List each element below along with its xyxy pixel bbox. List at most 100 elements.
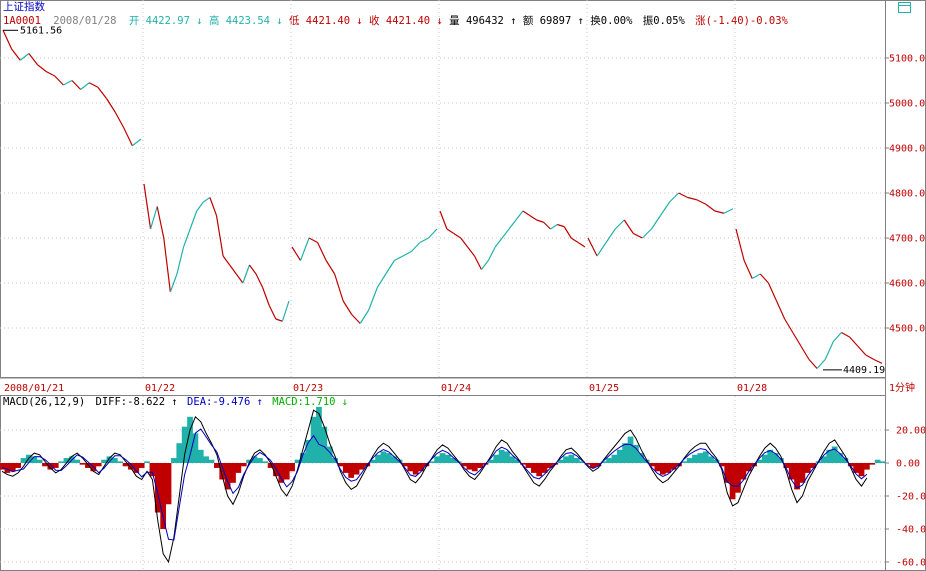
- macd-tick-label: -40.00: [896, 525, 926, 536]
- macd-bar: [36, 459, 43, 463]
- price-segment: [368, 287, 378, 311]
- price-segment: [446, 228, 455, 235]
- macd-label: MACD:1.710: [272, 396, 335, 408]
- price-segment: [824, 341, 834, 360]
- price-segment: [37, 64, 47, 72]
- price-segment: [54, 75, 64, 86]
- price-segment: [751, 273, 761, 280]
- macd-bar: [767, 449, 774, 463]
- macd-bar: [359, 463, 365, 470]
- high-annotation-label: 5161.56: [20, 25, 62, 36]
- price-segment: [522, 210, 531, 217]
- macd-bar: [0, 463, 5, 470]
- low-annotation-label: 4409.19: [843, 365, 885, 376]
- macd-bar: [267, 463, 274, 468]
- price-segment: [841, 331, 850, 338]
- price-segment: [202, 197, 211, 203]
- macd-bar: [864, 463, 870, 470]
- macd-bar: [697, 453, 704, 463]
- macd-bar: [821, 456, 827, 463]
- close-label: 收: [369, 14, 380, 27]
- low-label: 低: [289, 14, 300, 27]
- macd-bar: [590, 463, 596, 468]
- dea-line: [1, 428, 868, 541]
- macd-bar: [606, 458, 612, 463]
- macd-bar: [783, 463, 790, 468]
- price-segment: [308, 237, 318, 244]
- macd-bar: [128, 463, 134, 470]
- macd-bar: [407, 463, 414, 472]
- high-annotation: 5161.56: [3, 25, 62, 36]
- macd-bar: [299, 453, 306, 463]
- macd-bar: [385, 453, 392, 463]
- macd-bar: [348, 463, 355, 478]
- low-value: 4421.40: [306, 15, 350, 27]
- price-segment: [467, 246, 475, 257]
- macd-bar: [321, 426, 328, 463]
- price-segment: [849, 336, 859, 347]
- macd-bar: [256, 458, 263, 463]
- macd-bar: [686, 458, 693, 463]
- period-label[interactable]: 1分钟: [889, 381, 915, 394]
- volume-value: 496432: [466, 15, 504, 27]
- dea-arrow: ↑: [257, 396, 263, 408]
- price-segment: [262, 287, 270, 306]
- macd-bar: [332, 458, 338, 463]
- maximize-icon[interactable]: [898, 2, 911, 13]
- price-segment: [28, 53, 38, 66]
- price-segment: [97, 86, 107, 99]
- macd-bar: [525, 463, 532, 468]
- price-segment: [45, 70, 56, 77]
- macd-bar: [342, 463, 349, 473]
- macd-bar: [278, 463, 285, 483]
- price-segment: [678, 192, 688, 199]
- price-y-axis: 4500.0 4600.0 4700.0 4800.0 4900.0 5000.0 5100…: [885, 54, 925, 335]
- macd-bar: [224, 463, 231, 490]
- price-segment: [235, 273, 244, 284]
- price-segment: [88, 82, 99, 88]
- macd-tick-label: -20.00: [896, 492, 926, 503]
- macd-bar: [418, 463, 424, 472]
- price-segment: [743, 260, 753, 279]
- macd-bar: [445, 454, 451, 463]
- x-date-label: 01/22: [145, 383, 175, 394]
- volume-label: 量: [449, 15, 460, 27]
- price-tick-label: 5100.0: [889, 54, 925, 65]
- macd-bar: [283, 463, 290, 480]
- price-segment: [359, 309, 370, 324]
- macd-bar: [622, 443, 629, 463]
- macd-bar: [520, 463, 526, 465]
- x-date-label: 01/24: [441, 383, 471, 394]
- open-value: 4422.97: [146, 15, 190, 27]
- macd-bar: [63, 458, 70, 463]
- macd-tick-label: 20.00: [896, 426, 926, 437]
- macd-bar: [627, 436, 634, 463]
- price-segment: [480, 260, 489, 270]
- macd-bar: [402, 463, 408, 467]
- macd-bar: [85, 463, 91, 468]
- price-tick-label: 4600.0: [889, 279, 925, 290]
- price-tick-label: 4500.0: [889, 324, 925, 335]
- diff-arrow: ↑: [171, 396, 177, 408]
- price-segment: [376, 273, 387, 288]
- price-segment: [351, 314, 361, 324]
- macd-bar: [428, 461, 435, 463]
- quote-code: 1A0001: [3, 15, 41, 27]
- macd-histogram: [0, 406, 886, 529]
- macd-bar: [600, 461, 607, 463]
- macd-bar: [58, 461, 64, 463]
- macd-bar: [493, 454, 500, 463]
- price-segment: [156, 206, 165, 239]
- price-tick-label: 4700.0: [889, 234, 925, 245]
- macd-bar: [380, 451, 387, 463]
- price-segment: [229, 264, 237, 275]
- price-segment: [196, 201, 204, 212]
- price-segment: [394, 255, 404, 262]
- macd-bar: [434, 456, 440, 463]
- x-date-label: 01/25: [589, 383, 619, 394]
- macd-bar: [9, 463, 16, 472]
- macd-bar: [847, 463, 854, 467]
- macd-bar: [842, 458, 849, 463]
- macd-bar: [772, 453, 779, 463]
- price-grid: [0, 0, 885, 570]
